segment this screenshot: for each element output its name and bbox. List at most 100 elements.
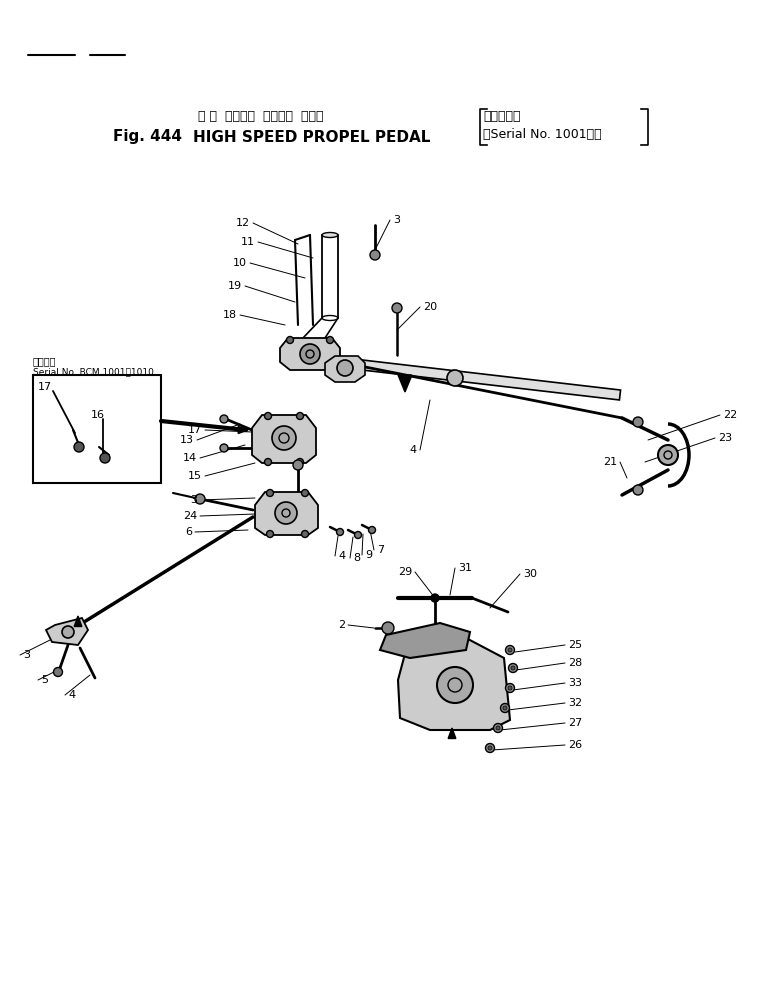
Polygon shape xyxy=(380,623,470,658)
Circle shape xyxy=(508,648,512,652)
Circle shape xyxy=(486,743,495,752)
Text: 17: 17 xyxy=(188,425,202,435)
Circle shape xyxy=(265,459,272,466)
Text: 25: 25 xyxy=(568,640,582,650)
Text: 14: 14 xyxy=(183,453,197,463)
Circle shape xyxy=(392,303,402,313)
Circle shape xyxy=(337,360,353,376)
Text: 11: 11 xyxy=(241,237,255,247)
Circle shape xyxy=(266,490,273,496)
Text: 30: 30 xyxy=(523,569,537,579)
Text: 31: 31 xyxy=(458,563,472,573)
Polygon shape xyxy=(239,426,248,433)
Text: 4: 4 xyxy=(410,445,417,455)
Polygon shape xyxy=(398,638,510,730)
Polygon shape xyxy=(255,492,318,535)
Circle shape xyxy=(508,686,512,690)
Circle shape xyxy=(286,337,293,344)
Circle shape xyxy=(62,626,74,638)
Circle shape xyxy=(300,344,320,364)
Polygon shape xyxy=(449,728,455,738)
Text: 3: 3 xyxy=(23,650,30,660)
Text: 適用号機: 適用号機 xyxy=(33,356,56,366)
Text: 20: 20 xyxy=(423,302,437,312)
Circle shape xyxy=(382,622,394,634)
Circle shape xyxy=(658,445,678,465)
Circle shape xyxy=(293,460,303,470)
Text: （Serial No. 1001～）: （Serial No. 1001～） xyxy=(483,129,601,142)
Text: 9: 9 xyxy=(365,550,372,560)
Circle shape xyxy=(509,664,517,673)
Text: 32: 32 xyxy=(568,698,582,708)
Circle shape xyxy=(633,485,643,495)
Circle shape xyxy=(296,459,303,466)
Circle shape xyxy=(633,417,643,427)
Polygon shape xyxy=(344,358,621,400)
Circle shape xyxy=(431,594,439,602)
Circle shape xyxy=(327,337,334,344)
Circle shape xyxy=(496,726,500,730)
Text: 8: 8 xyxy=(353,553,360,563)
Text: 16: 16 xyxy=(91,410,105,420)
Polygon shape xyxy=(398,375,412,392)
Circle shape xyxy=(354,531,361,538)
Circle shape xyxy=(53,668,63,677)
Text: 27: 27 xyxy=(568,718,582,728)
Text: （適用号機: （適用号機 xyxy=(483,111,520,124)
Circle shape xyxy=(100,453,110,463)
Circle shape xyxy=(272,426,296,450)
Text: 3: 3 xyxy=(190,495,197,505)
Text: HIGH SPEED PROPEL PEDAL: HIGH SPEED PROPEL PEDAL xyxy=(193,130,430,145)
Circle shape xyxy=(302,490,309,496)
Circle shape xyxy=(500,704,510,713)
Text: 19: 19 xyxy=(228,281,242,291)
Text: 6: 6 xyxy=(185,527,192,537)
Circle shape xyxy=(266,530,273,537)
Polygon shape xyxy=(74,616,82,626)
Text: 10: 10 xyxy=(233,258,247,268)
Text: 23: 23 xyxy=(718,433,732,443)
Circle shape xyxy=(437,667,473,703)
Circle shape xyxy=(74,442,84,452)
Polygon shape xyxy=(325,356,365,382)
Circle shape xyxy=(447,370,463,386)
Text: 17: 17 xyxy=(38,382,52,392)
Text: 15: 15 xyxy=(188,471,202,481)
Circle shape xyxy=(275,502,297,524)
Circle shape xyxy=(368,526,375,533)
Circle shape xyxy=(503,706,507,710)
Text: 29: 29 xyxy=(398,567,412,577)
Text: 12: 12 xyxy=(236,218,250,228)
Circle shape xyxy=(265,412,272,419)
Circle shape xyxy=(220,415,228,423)
Text: 4: 4 xyxy=(338,551,345,561)
Circle shape xyxy=(488,746,492,750)
Ellipse shape xyxy=(322,233,338,238)
Circle shape xyxy=(506,684,514,693)
Text: Fig. 444: Fig. 444 xyxy=(113,130,182,145)
Text: 13: 13 xyxy=(180,435,194,445)
Text: 3: 3 xyxy=(393,215,400,225)
Polygon shape xyxy=(252,415,316,463)
Circle shape xyxy=(220,444,228,452)
Text: 26: 26 xyxy=(568,740,582,750)
Text: 22: 22 xyxy=(723,410,737,420)
Polygon shape xyxy=(280,338,340,370)
Text: 4: 4 xyxy=(68,690,75,700)
Text: 28: 28 xyxy=(568,658,582,668)
Circle shape xyxy=(296,412,303,419)
Polygon shape xyxy=(46,618,88,645)
Bar xyxy=(33,375,161,483)
Text: 7: 7 xyxy=(377,545,384,555)
Text: 18: 18 xyxy=(223,310,237,320)
Text: 5: 5 xyxy=(41,675,48,685)
Circle shape xyxy=(337,528,344,535)
Text: Serial No. BCM 1001～1010: Serial No. BCM 1001～1010 xyxy=(33,368,154,377)
Text: 2: 2 xyxy=(338,620,345,630)
Text: ハ イ  スピード  プロペル  ペダル: ハ イ スピード プロペル ペダル xyxy=(198,111,323,124)
Circle shape xyxy=(493,723,503,732)
Circle shape xyxy=(506,645,514,654)
Circle shape xyxy=(511,666,515,670)
Text: 33: 33 xyxy=(568,678,582,688)
Circle shape xyxy=(302,530,309,537)
